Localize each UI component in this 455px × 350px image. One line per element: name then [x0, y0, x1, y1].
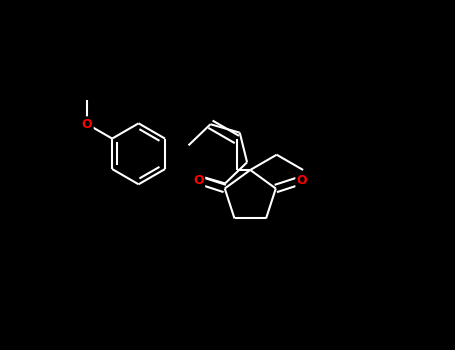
Text: O: O	[82, 118, 92, 131]
Text: O: O	[297, 174, 307, 187]
Text: O: O	[193, 174, 204, 187]
